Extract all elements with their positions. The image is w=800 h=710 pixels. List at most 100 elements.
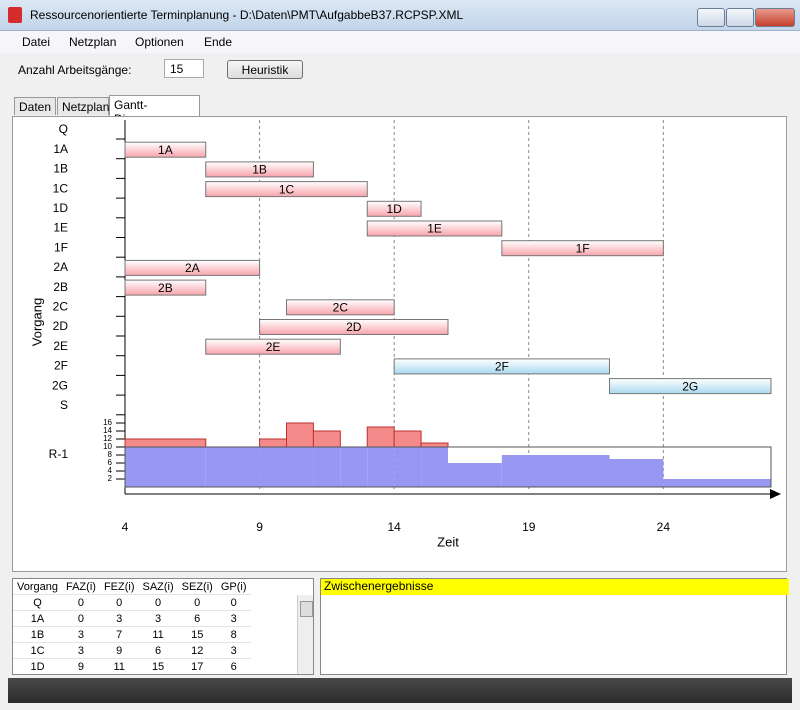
table-cell: 0 xyxy=(138,594,178,611)
table-cell: FEZ(i) xyxy=(99,579,139,595)
row-label: 2E xyxy=(53,339,68,353)
menu-item[interactable]: Ende xyxy=(204,35,233,49)
capacity-box xyxy=(124,446,772,488)
row-label: 2B xyxy=(53,280,68,294)
x-axis-label: Zeit xyxy=(437,534,459,549)
task-bar xyxy=(393,358,610,375)
task-label: 2B xyxy=(158,281,173,295)
menu-item[interactable]: Datei xyxy=(22,35,51,49)
menu-bar: Datei Netzplan Optionen Ende xyxy=(0,31,800,53)
usage-bar xyxy=(313,447,341,487)
row-label: 1A xyxy=(53,142,68,156)
y-tick-label: 10 xyxy=(103,442,112,451)
table-row: 1C 3 9 6 12 3 xyxy=(13,642,251,659)
overload-bar xyxy=(259,438,288,448)
tab[interactable]: Netzplan xyxy=(57,97,109,115)
usage-bar xyxy=(286,447,314,487)
row-label: 2A xyxy=(53,260,68,274)
overload-bar xyxy=(420,442,449,448)
table-cell: Vorgang xyxy=(13,579,62,595)
table-cell: 0 xyxy=(99,594,139,611)
table-row: 1B 3 7 11 15 8 xyxy=(13,626,251,643)
y-axis-label: Vorgang xyxy=(29,298,44,346)
task-bar xyxy=(205,181,368,198)
heuristic-button[interactable]: Heuristik xyxy=(227,60,303,79)
task-bar xyxy=(286,299,395,316)
table-cell: 3 xyxy=(138,610,178,627)
menu-item[interactable]: Netzplan xyxy=(69,35,117,49)
close-button[interactable] xyxy=(755,8,795,27)
minimize-button[interactable] xyxy=(697,8,725,27)
tab[interactable]: Daten xyxy=(14,97,56,115)
usage-bar xyxy=(259,447,287,487)
table-cell: 1C xyxy=(13,642,62,659)
overload-bar xyxy=(124,438,207,448)
table-cell: SEZ(i) xyxy=(177,579,217,595)
window-title: Ressourcenorientierte Terminplanung - D:… xyxy=(30,8,464,22)
task-label: 2A xyxy=(185,261,200,275)
row-label: 2G xyxy=(52,378,68,392)
scroll-thumb[interactable] xyxy=(300,601,313,617)
task-label: 2D xyxy=(346,320,362,334)
table-cell: GP(i) xyxy=(216,579,251,595)
table-row: 1D 9 11 15 17 6 xyxy=(13,658,251,674)
table-cell: 6 xyxy=(138,642,178,659)
x-tick-label: 14 xyxy=(387,520,401,534)
table-cell: 1D xyxy=(13,658,62,674)
task-bar xyxy=(259,319,449,335)
table-cell: 3 xyxy=(216,610,251,627)
maximize-button[interactable] xyxy=(726,8,754,27)
usage-bar xyxy=(205,447,260,487)
table-cell: 0 xyxy=(216,594,251,611)
table-cell: 11 xyxy=(99,658,139,674)
title-bar: Ressourcenorientierte Terminplanung - D:… xyxy=(0,0,800,31)
scrollbar[interactable] xyxy=(297,595,313,674)
task-label: 2G xyxy=(682,379,698,393)
row-label: 1B xyxy=(53,162,68,176)
x-tick-label: 9 xyxy=(256,520,263,534)
overload-bar xyxy=(286,422,314,448)
task-label: 1A xyxy=(158,143,173,157)
overload-bar xyxy=(366,426,395,448)
table-cell: 8 xyxy=(216,626,251,643)
task-label: 1D xyxy=(386,202,402,216)
table-cell: SAZ(i) xyxy=(138,579,178,595)
table-cell: 0 xyxy=(177,594,217,611)
status-bar xyxy=(8,678,792,703)
table-row: Vorgang FAZ(i) FEZ(i) SAZ(i) SEZ(i) GP(i) xyxy=(13,579,251,595)
usage-bar xyxy=(421,447,448,487)
usage-bar xyxy=(609,459,664,487)
chart-panel xyxy=(12,116,787,572)
table-cell: Q xyxy=(13,594,62,611)
usage-bar xyxy=(448,463,502,487)
y-tick-label: 14 xyxy=(103,426,112,435)
table-cell: 12 xyxy=(177,642,217,659)
row-label: Q xyxy=(59,122,68,136)
row-label: 2C xyxy=(53,299,69,313)
resource-label: R-1 xyxy=(49,447,69,461)
y-tick-label: 16 xyxy=(103,418,112,427)
task-bar xyxy=(124,279,207,296)
menu-item[interactable]: Optionen xyxy=(135,35,184,49)
table-cell: 17 xyxy=(177,658,217,674)
results-panel: Zwischenergebnisse xyxy=(320,578,789,675)
app-icon xyxy=(8,7,22,23)
table-cell: FAZ(i) xyxy=(61,579,100,595)
task-bar xyxy=(124,259,261,276)
table-cell: 3 xyxy=(99,610,139,627)
count-input[interactable]: 15 xyxy=(164,59,204,78)
table-cell: 6 xyxy=(216,658,251,674)
table-cell: 9 xyxy=(99,642,139,659)
row-label: 2F xyxy=(54,359,68,373)
result-table: Vorgang FAZ(i) FEZ(i) SAZ(i) SEZ(i) GP(i) Q 0 0 0… xyxy=(12,578,314,675)
table-cell: 1A xyxy=(13,610,62,627)
table-cell: 15 xyxy=(177,626,217,643)
table-cell: 3 xyxy=(61,642,100,659)
table-cell: 15 xyxy=(138,658,178,674)
usage-bar xyxy=(394,447,422,487)
table-cell: 3 xyxy=(61,626,100,643)
y-tick-label: 12 xyxy=(103,434,112,443)
usage-bar xyxy=(501,455,610,487)
